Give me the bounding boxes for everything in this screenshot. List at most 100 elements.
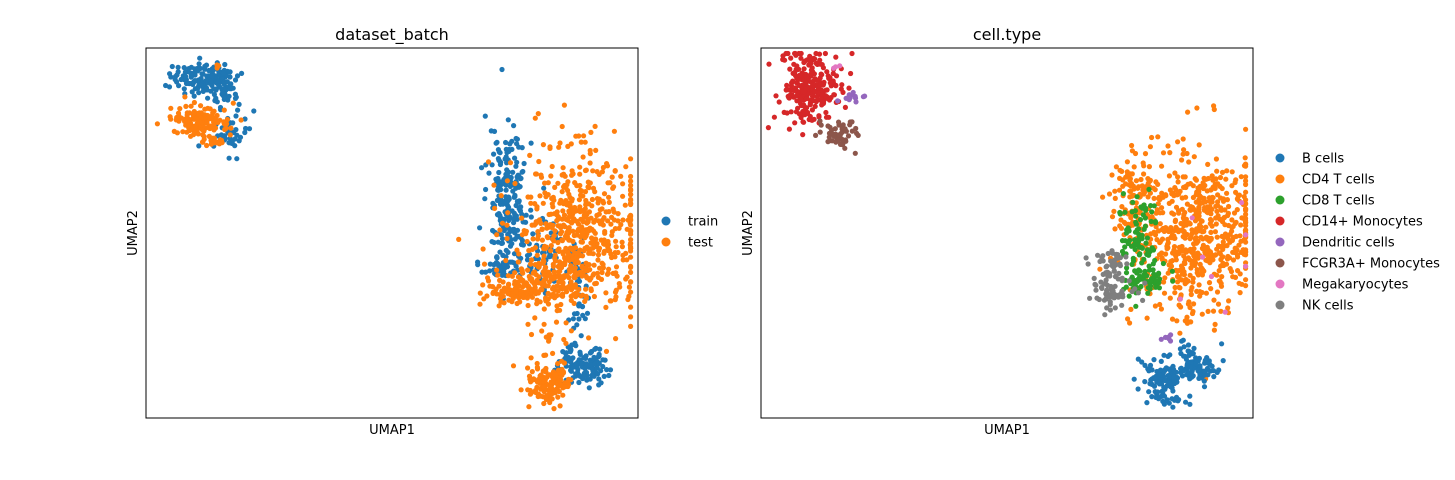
data-point xyxy=(534,364,541,370)
data-point xyxy=(843,128,850,134)
data-point xyxy=(456,236,462,242)
data-point xyxy=(578,192,584,198)
data-point xyxy=(1182,209,1188,216)
data-point xyxy=(1139,245,1145,251)
data-point xyxy=(797,95,804,101)
data-point xyxy=(498,292,504,298)
data-point xyxy=(559,237,565,243)
data-point xyxy=(626,293,632,299)
data-point xyxy=(199,139,206,145)
data-point xyxy=(1135,290,1141,296)
data-point xyxy=(1176,284,1182,290)
data-point xyxy=(204,119,210,125)
data-point xyxy=(1214,208,1220,214)
data-point xyxy=(1126,293,1132,299)
data-point xyxy=(1207,236,1213,242)
data-point xyxy=(1218,308,1224,314)
data-point xyxy=(812,56,818,62)
data-point xyxy=(607,367,614,373)
data-point xyxy=(554,293,560,299)
data-point xyxy=(1198,234,1204,240)
data-point xyxy=(808,71,814,77)
data-point xyxy=(190,111,197,117)
data-point xyxy=(831,65,837,71)
data-point xyxy=(1189,261,1195,267)
data-point xyxy=(201,133,207,140)
data-point xyxy=(1145,290,1151,296)
data-point xyxy=(1138,204,1144,210)
data-point xyxy=(203,62,210,68)
data-point xyxy=(517,299,523,305)
data-point xyxy=(1122,209,1128,215)
data-point xyxy=(506,281,512,287)
data-point xyxy=(494,254,500,260)
data-point xyxy=(176,83,182,89)
data-point xyxy=(568,328,575,334)
data-point xyxy=(1242,217,1248,223)
data-point xyxy=(581,355,587,361)
data-point xyxy=(561,360,568,366)
data-point xyxy=(532,245,539,251)
data-point xyxy=(1243,232,1249,238)
data-point xyxy=(1194,267,1200,273)
data-point xyxy=(528,331,535,338)
data-point xyxy=(571,300,577,306)
data-point xyxy=(1220,239,1226,245)
data-point xyxy=(1157,276,1163,282)
data-point xyxy=(818,122,824,128)
data-point xyxy=(1147,367,1153,373)
data-point xyxy=(509,138,515,144)
data-point xyxy=(191,130,197,136)
data-point xyxy=(1206,195,1212,201)
data-point xyxy=(1162,275,1168,281)
data-point xyxy=(589,235,595,241)
data-point xyxy=(1183,184,1189,191)
data-point xyxy=(1132,150,1139,157)
data-point xyxy=(524,253,531,259)
data-point xyxy=(1219,254,1225,260)
data-point xyxy=(817,61,823,67)
data-point xyxy=(564,234,571,240)
y-axis-label: UMAP2 xyxy=(126,210,141,256)
data-point xyxy=(587,376,593,382)
data-point xyxy=(174,114,180,121)
data-point xyxy=(521,160,527,167)
data-point xyxy=(1166,373,1172,379)
data-point xyxy=(564,229,570,235)
data-point xyxy=(1243,277,1249,283)
data-point xyxy=(605,270,611,276)
data-point xyxy=(1160,194,1166,200)
data-point xyxy=(1193,235,1199,241)
data-point xyxy=(1196,367,1202,373)
data-point xyxy=(596,211,602,217)
data-point xyxy=(1150,247,1157,253)
data-point xyxy=(525,302,531,309)
data-point xyxy=(849,50,855,57)
data-point xyxy=(573,371,579,377)
data-point xyxy=(1119,204,1125,210)
data-point xyxy=(628,289,634,295)
data-point xyxy=(1157,221,1163,227)
data-point xyxy=(1172,217,1179,223)
data-point xyxy=(813,132,819,138)
data-point xyxy=(1155,201,1161,207)
data-point xyxy=(1208,273,1215,280)
data-point xyxy=(222,61,228,68)
data-point xyxy=(555,239,561,246)
data-point xyxy=(1187,401,1193,407)
data-point xyxy=(504,235,510,242)
data-point xyxy=(609,229,615,235)
data-point xyxy=(560,392,566,398)
data-point xyxy=(1127,194,1133,200)
data-point xyxy=(628,182,634,188)
data-point xyxy=(1170,404,1176,410)
data-point xyxy=(1146,186,1152,192)
legend-marker xyxy=(1275,174,1285,184)
data-point xyxy=(1242,228,1248,234)
data-point xyxy=(579,264,585,270)
data-point xyxy=(1226,255,1233,261)
data-point xyxy=(826,75,832,81)
data-point xyxy=(1239,200,1245,206)
data-point xyxy=(1207,203,1213,210)
data-point xyxy=(1243,181,1249,188)
